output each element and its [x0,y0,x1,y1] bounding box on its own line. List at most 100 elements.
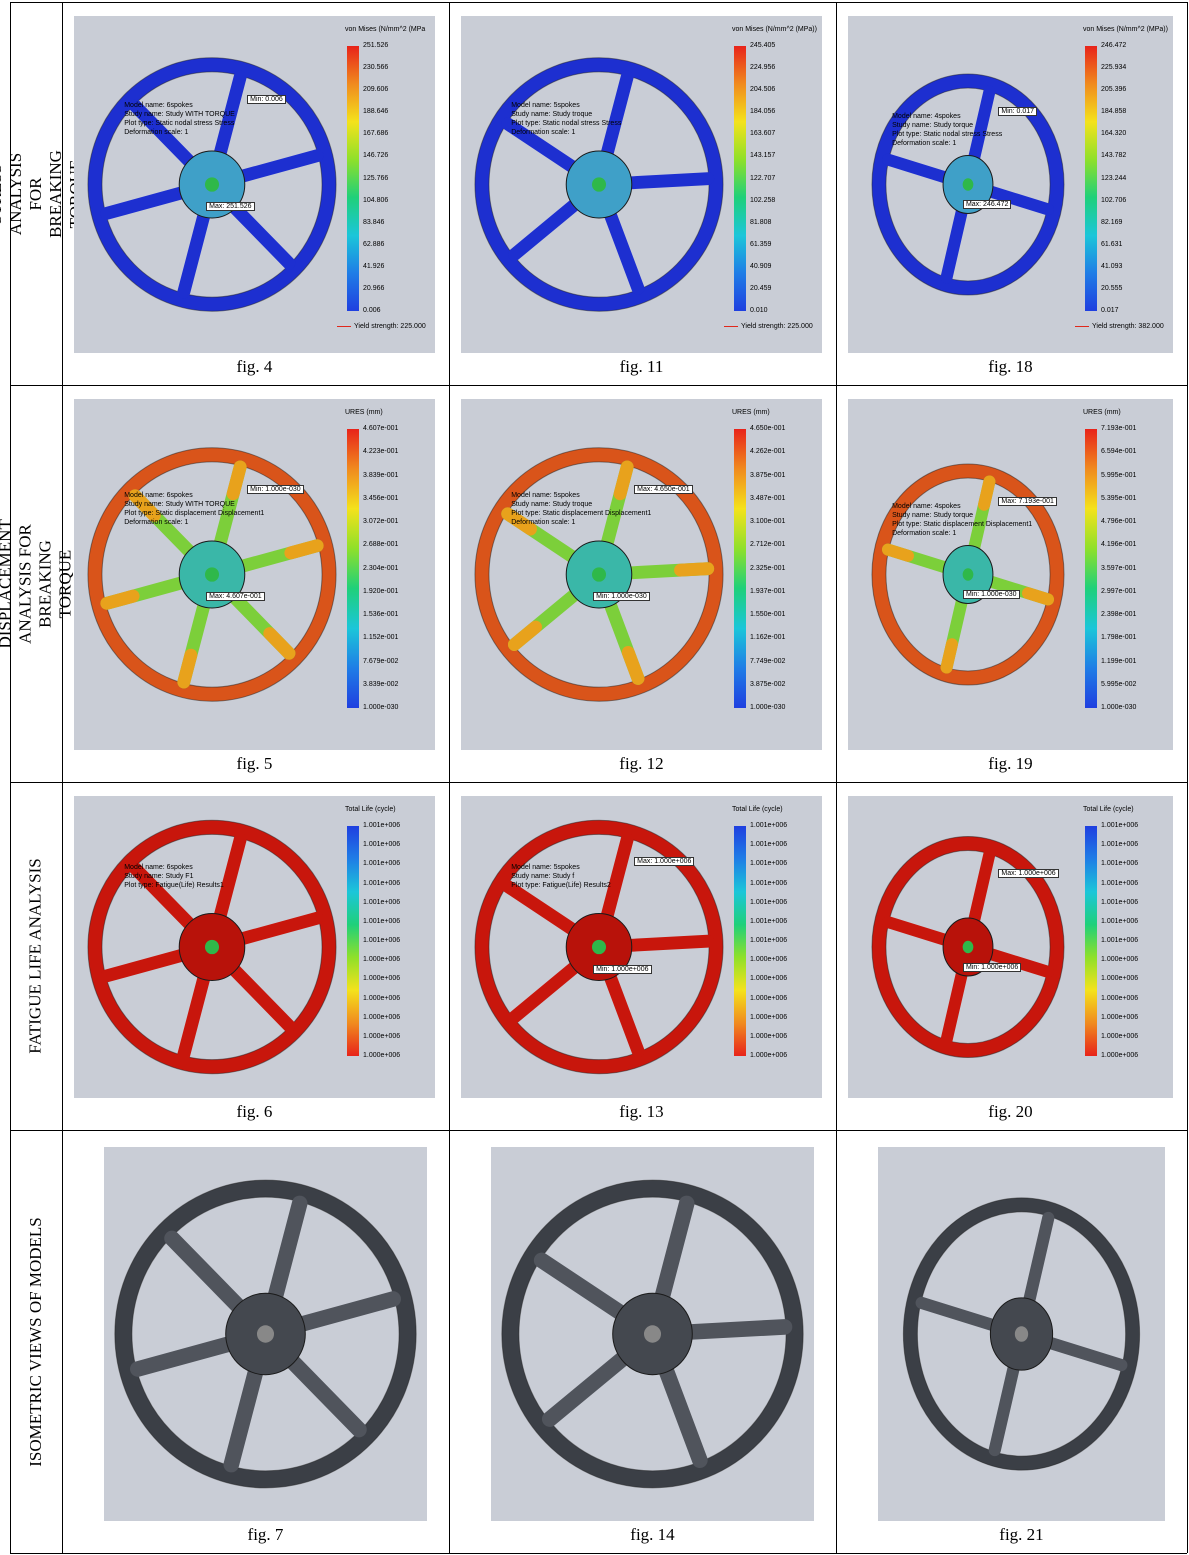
legend-tick-label: 82.169 [1101,218,1123,226]
figure-caption: fig. 4 [236,357,273,376]
legend-tick-label: 1.001e+006 [363,860,401,868]
legend-tick-label: 1.000e+006 [750,956,788,964]
wheel-rim [871,74,1065,295]
study-info-line: Model name: 4spokes [892,113,961,121]
legend-title: Total Life (cycle) [732,806,783,813]
legend-tick-label: 1.162e-001 [750,634,786,642]
rim-edge [87,447,337,702]
value-probe-label: Max: 4.607e-001 [206,592,265,602]
figure-cell: fig. 21 [836,1130,1187,1553]
wheel-axle [962,940,974,954]
study-info-line: Plot type: Static nodal stress Stress [511,119,622,127]
legend-tick-label: 2.304e-001 [363,564,399,572]
figure-cell: Model name: 5spokes Study name: Study f Pl… [449,782,836,1130]
simulation-plot: Model name: 5spokes Study name: Study f Pl… [461,796,822,1098]
wheel-axle [962,568,974,581]
legend-tick-label: 1.000e+006 [750,1013,788,1021]
legend-title: von Mises (N/mm^2 (MPa [345,26,426,33]
legend-tick-label: 224.956 [750,64,776,72]
legend-tick-label: 2.688e-001 [363,541,399,549]
study-info-line: Deformation scale: 1 [892,530,957,538]
legend-tick-label: 0.010 [750,307,768,314]
study-info-line: Study name: Study F1 [124,873,194,881]
legend-tick-label: 3.875e-001 [750,471,786,479]
legend-tick-label: 1.001e+006 [363,917,401,925]
wheel-axle [591,567,607,582]
legend-tick-label: 5.995e-001 [1101,471,1137,479]
yield-strength-marker: Yield strength: 382.000 [1075,323,1164,330]
legend-tick-label: 40.909 [750,262,772,270]
legend-tick-label: 61.631 [1101,240,1123,248]
legend-tick-label: 1.000e+006 [1101,1032,1139,1040]
legend-tick-label: 102.706 [1101,196,1127,204]
legend-tick-label: 1.001e+006 [363,898,401,906]
rim-edge [871,73,1065,296]
wheel-rim [87,447,337,702]
legend-tick-label: 230.566 [363,64,389,72]
legend-tick-label: 20.966 [363,284,385,292]
legend-tick-label: 122.707 [750,174,776,182]
wheel-axle [256,1325,275,1343]
legend-color-bar [734,46,746,311]
value-probe-label: Min: 1.000e+006 [962,962,1022,972]
rim-edge [871,836,1065,1058]
study-info-line: Study name: Study troque [511,500,593,508]
legend-tick-label: 1.000e+006 [750,1032,788,1040]
study-info-line: Plot type: Fatigue(Life) Results1 [124,882,224,890]
legend-tick-label: 209.606 [363,86,389,94]
row-label-text: ISOMETRIC VIEWS OF MODELS [26,1216,46,1467]
wheel-render [114,1179,417,1489]
study-info-line: Plot type: Static displacement Displacem… [892,521,1033,529]
legend-tick-label: 62.886 [363,240,385,248]
rim-edge [87,819,337,1075]
legend-color-bar [347,429,359,708]
legend-tick-label: 4.796e-001 [1101,518,1137,525]
figure-cell: fig. 14 [449,1130,836,1553]
legend-tick-label: 1.001e+006 [750,841,788,849]
wheel-spoke-tip [177,648,198,689]
legend-tick-label: 7.193e-001 [1101,425,1137,432]
row-label: DISPLACEMENT ANALYSIS FOR BREAKING TORQU… [0,385,75,782]
table-border [10,782,1187,783]
rim-edge [916,1211,1127,1457]
study-info-line: Model name: 4spokes [892,503,961,511]
wheel-render [87,447,337,702]
value-probe-label: Min: 1.000e-030 [962,590,1020,600]
wheel-spoke-tip [284,539,324,560]
rim-edge [131,1196,400,1472]
legend-tick-label: 3.875e-002 [750,680,786,688]
legend-color-bar [347,46,359,311]
wheel-axle [1014,1326,1029,1342]
rim-edge [885,850,1051,1044]
wheel-rim [474,57,724,312]
legend-tick-label: 1.937e-001 [750,587,786,595]
legend-tick-label: 1.001e+006 [750,937,788,944]
figure-caption: fig. 12 [619,754,664,773]
legend-tick-label: 1.000e-030 [1101,704,1137,711]
study-info-line: Model name: 6spokes [124,101,193,109]
study-info-line: Study name: Study torque [892,512,974,520]
figure-caption: fig. 5 [236,754,273,773]
table-border [10,385,1187,386]
study-info-line: Deformation scale: 1 [511,128,576,136]
study-info-line: Plot type: Static nodal stress Stress [892,131,1003,139]
wheel-spoke-tip [100,589,140,610]
legend-tick-label: 204.506 [750,86,776,94]
table-border [1187,2,1188,1553]
legend-tick-label: 1.001e+006 [1101,879,1139,887]
legend-tick-label: 20.555 [1101,284,1123,292]
wheel-rim [501,1180,804,1488]
wheel-spoke-tip [507,620,542,651]
simulation-plot: Model name: 6spokes Study name: Study WIT… [74,399,435,750]
legend-tick-label: 1.001e+006 [363,937,401,944]
legend-tick-label: 7.749e-002 [750,657,786,665]
study-info-line: Study name: Study f [511,873,575,881]
legend-tick-label: 3.487e-001 [750,494,786,502]
wheel-axle [204,567,220,582]
legend-tick-label: 0.017 [1101,307,1119,314]
value-probe-label: Min: 1.000e+006 [593,964,652,974]
legend-tick-label: 245.405 [750,42,776,49]
legend-title: URES (mm) [1083,409,1121,416]
simulation-plot [104,1147,427,1521]
legend-tick-label: 1.001e+006 [750,822,788,829]
